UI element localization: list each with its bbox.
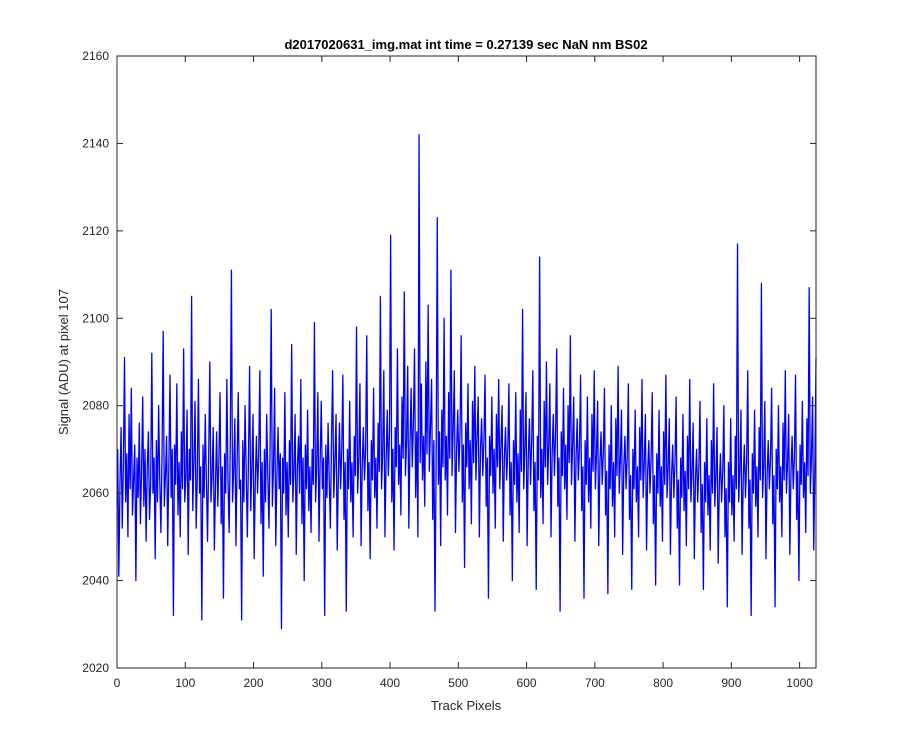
axes-box [116, 55, 817, 669]
x-tick-label: 800 [653, 676, 673, 690]
x-tick-label: 700 [585, 676, 605, 690]
x-axis-label: Track Pixels [431, 698, 502, 713]
x-tick-label: 100 [175, 676, 195, 690]
x-axis: 0 100 200 300 400 500 600 700 800 900 1000 [114, 56, 813, 690]
x-tick-label: 600 [517, 676, 537, 690]
series-layer [117, 134, 817, 630]
y-axis-label: Signal (ADU) at pixel 107 [56, 289, 71, 435]
plot-area [117, 56, 816, 668]
y-tick-label: 2120 [82, 224, 109, 238]
chart-title: d2017020631_img.mat int time = 0.27139 s… [284, 37, 647, 52]
y-tick-label: 2100 [82, 311, 109, 325]
x-tick-label: 500 [448, 676, 468, 690]
y-tick-label: 2040 [82, 574, 109, 588]
x-tick-label: 200 [244, 676, 264, 690]
x-tick-label: 400 [380, 676, 400, 690]
y-axis: 2020 2040 2060 2080 2100 2120 2140 2160 [82, 49, 816, 675]
x-tick-label: 1000 [786, 676, 813, 690]
y-tick-label: 2160 [82, 49, 109, 63]
x-tick-label: 900 [721, 676, 741, 690]
x-tick-label: 0 [114, 676, 121, 690]
y-tick-label: 2060 [82, 486, 109, 500]
y-tick-label: 2080 [82, 399, 109, 413]
y-tick-label: 2140 [82, 136, 109, 150]
x-tick-label: 300 [312, 676, 332, 690]
series-line-0 [117, 134, 817, 630]
y-tick-label: 2020 [82, 661, 109, 675]
